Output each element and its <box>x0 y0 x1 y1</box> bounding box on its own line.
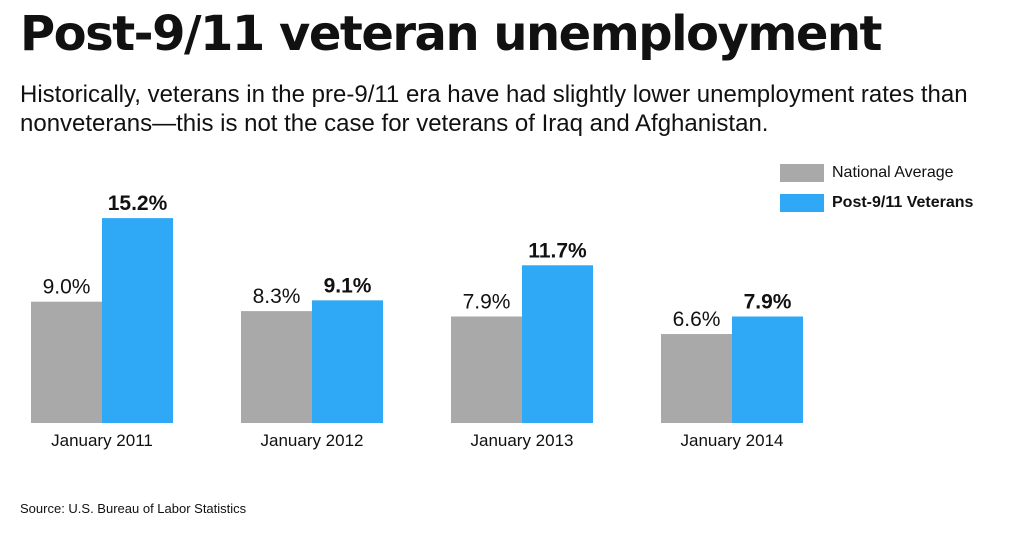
category-label-3: January 2013 <box>470 431 573 450</box>
data-label-post-911-veterans-1: 15.2% <box>108 192 168 215</box>
bar-national-average-2 <box>241 311 312 423</box>
legend-swatch-national-average <box>780 164 824 182</box>
legend-item-national-average: National Average <box>780 162 973 184</box>
category-label-4: January 2014 <box>680 431 783 450</box>
data-label-national-average-3: 7.9% <box>463 291 511 314</box>
data-label-post-911-veterans-4: 7.9% <box>744 291 792 314</box>
bar-post-911-veterans-1 <box>102 218 173 423</box>
category-label-1: January 2011 <box>51 431 153 450</box>
chart-title: Post-9/11 veteran unemployment <box>20 6 883 62</box>
bar-post-911-veterans-2 <box>312 300 383 423</box>
data-label-national-average-1: 9.0% <box>43 276 91 299</box>
legend-label-post-911-veterans: Post-9/11 Veterans <box>832 194 974 211</box>
bar-post-911-veterans-3 <box>522 265 593 423</box>
bar-national-average-1 <box>31 301 102 423</box>
source-note: Source: U.S. Bureau of Labor Statistics <box>20 501 247 516</box>
data-label-national-average-4: 6.6% <box>673 308 721 331</box>
legend-swatch-post-911-veterans <box>780 194 824 212</box>
chart-legend: National Average Post-9/11 Veterans <box>780 162 973 222</box>
data-label-post-911-veterans-3: 11.7% <box>528 239 587 262</box>
data-label-post-911-veterans-2: 9.1% <box>324 274 372 297</box>
legend-item-post-911-veterans: Post-9/11 Veterans <box>780 192 973 214</box>
chart-subtitle: Historically, veterans in the pre-9/11 e… <box>20 81 968 137</box>
bar-national-average-3 <box>451 316 522 423</box>
legend-label-national-average: National Average <box>832 164 954 181</box>
category-label-2: January 2012 <box>260 431 363 450</box>
data-label-national-average-2: 8.3% <box>253 285 301 308</box>
bar-post-911-veterans-4 <box>732 316 803 423</box>
bar-national-average-4 <box>661 334 732 423</box>
